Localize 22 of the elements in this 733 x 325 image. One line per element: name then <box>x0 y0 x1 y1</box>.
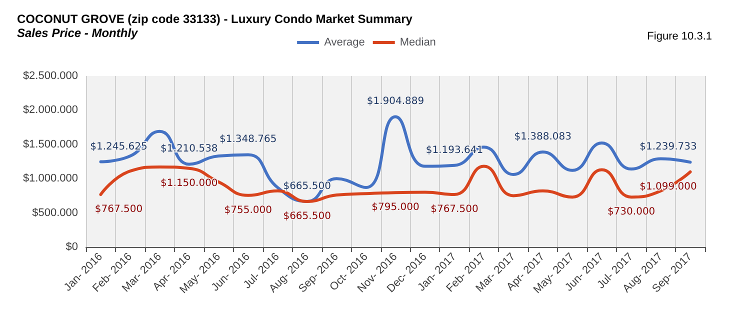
data-label: $1.388.083 <box>514 132 572 143</box>
data-label: $1.239.733 <box>640 142 697 153</box>
data-label: $665.500 <box>283 210 331 222</box>
data-label: $1.348.765 <box>219 134 277 146</box>
data-label: $795.000 <box>372 202 420 214</box>
chart-subtitle: Sales Price - Monthly <box>17 26 140 40</box>
data-label: $767.500 <box>94 204 143 216</box>
y-tick-label: $2.500.000 <box>22 70 78 82</box>
caption: Figure 10.3.1 <box>647 30 712 42</box>
y-tick-label: $1.500.000 <box>22 138 78 150</box>
y-tick-label: $2.000.000 <box>22 104 78 116</box>
legend-label: Median <box>400 36 436 48</box>
data-label: $1.904.889 <box>366 96 424 108</box>
data-label: $755.000 <box>224 204 272 216</box>
y-tick-label: $500.000 <box>32 206 78 219</box>
data-label: $730.000 <box>607 206 656 218</box>
y-tick-label: $1.000.000 <box>22 172 78 185</box>
data-label: $767.500 <box>430 204 478 216</box>
legend-label: Average <box>324 36 365 48</box>
chart-title: COCONUT GROVE (zip code 33133) - Luxury Condo Market Summary <box>17 12 413 26</box>
y-tick-label: $0 <box>66 241 78 253</box>
data-label: $1.150.000 <box>160 178 218 189</box>
